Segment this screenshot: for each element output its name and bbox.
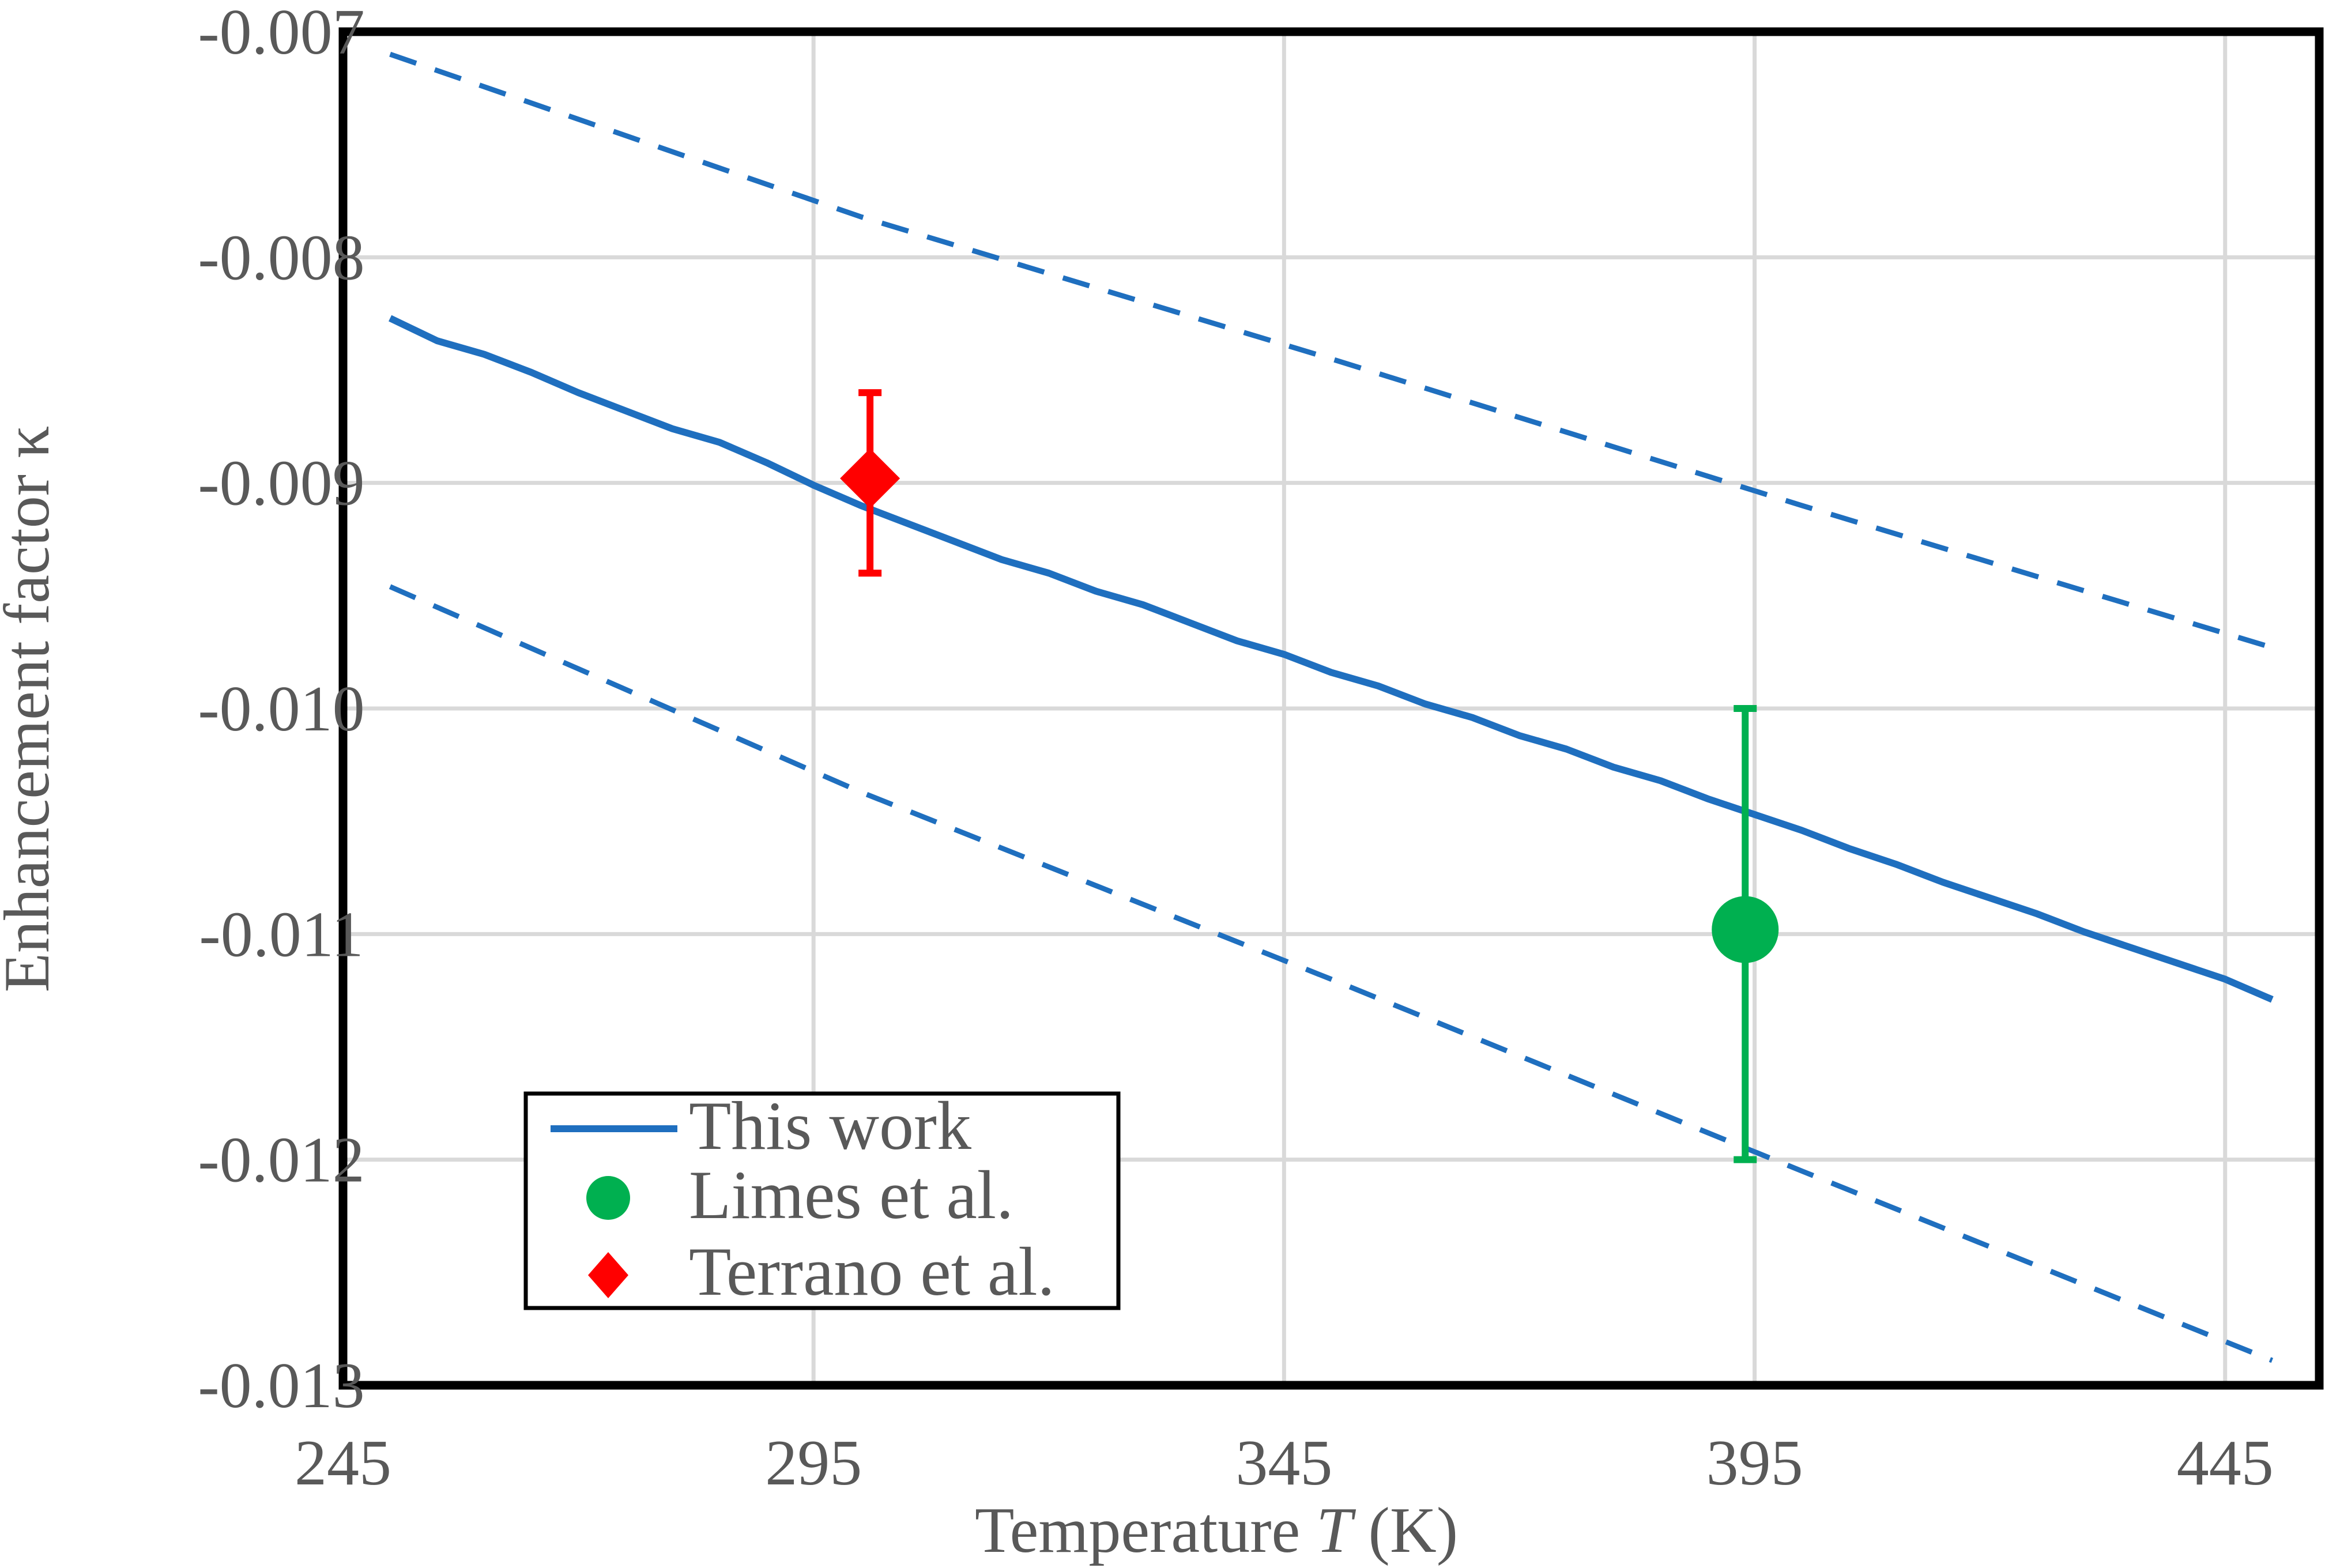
- series-layer: [389, 51, 2274, 1363]
- series-line-this-work: [389, 315, 2274, 1003]
- upper-bound-line: [389, 51, 2273, 650]
- y-tick-label-5: -0.012: [198, 1125, 364, 1196]
- x-tick-label-245: 245: [295, 1427, 391, 1499]
- legend: This work Limes et al. Terrano et al.: [523, 1087, 1121, 1310]
- legend-label-terrano: Terrano et al.: [689, 1233, 1055, 1310]
- ticks-layer: 245 295 345 395 445 -0.007 -0.008 -0.009 -0.010 -…: [198, 0, 2273, 1499]
- points-layer: [840, 389, 1779, 1163]
- x-tick-label-395: 395: [1706, 1427, 1803, 1499]
- x-axis-title: Temperature T (K): [975, 1495, 1458, 1566]
- y-tick-label-0: -0.007: [198, 0, 364, 68]
- legend-swatch-limes: [586, 1176, 630, 1220]
- x-tick-label-295: 295: [765, 1427, 862, 1499]
- x-tick-label-345: 345: [1235, 1427, 1332, 1499]
- x-tick-label-445: 445: [2177, 1427, 2274, 1499]
- data-point-limes: [1712, 896, 1779, 963]
- legend-label-this-work: This work: [689, 1087, 971, 1164]
- y-tick-label-1: -0.008: [198, 222, 364, 293]
- y-tick-label-3: -0.010: [198, 673, 364, 745]
- legend-label-limes: Limes et al.: [689, 1156, 1013, 1233]
- y-tick-label-6: -0.013: [198, 1350, 364, 1422]
- legend-swatch-terrano: [588, 1252, 628, 1298]
- data-point-terrano: [840, 448, 900, 508]
- y-axis-title: Enhancement factor κ: [0, 425, 63, 992]
- lower-bound-line: [389, 584, 2274, 1363]
- y-tick-label-4: -0.011: [199, 899, 363, 970]
- y-tick-label-2: -0.009: [198, 448, 364, 519]
- plot-frame: [338, 27, 2324, 1390]
